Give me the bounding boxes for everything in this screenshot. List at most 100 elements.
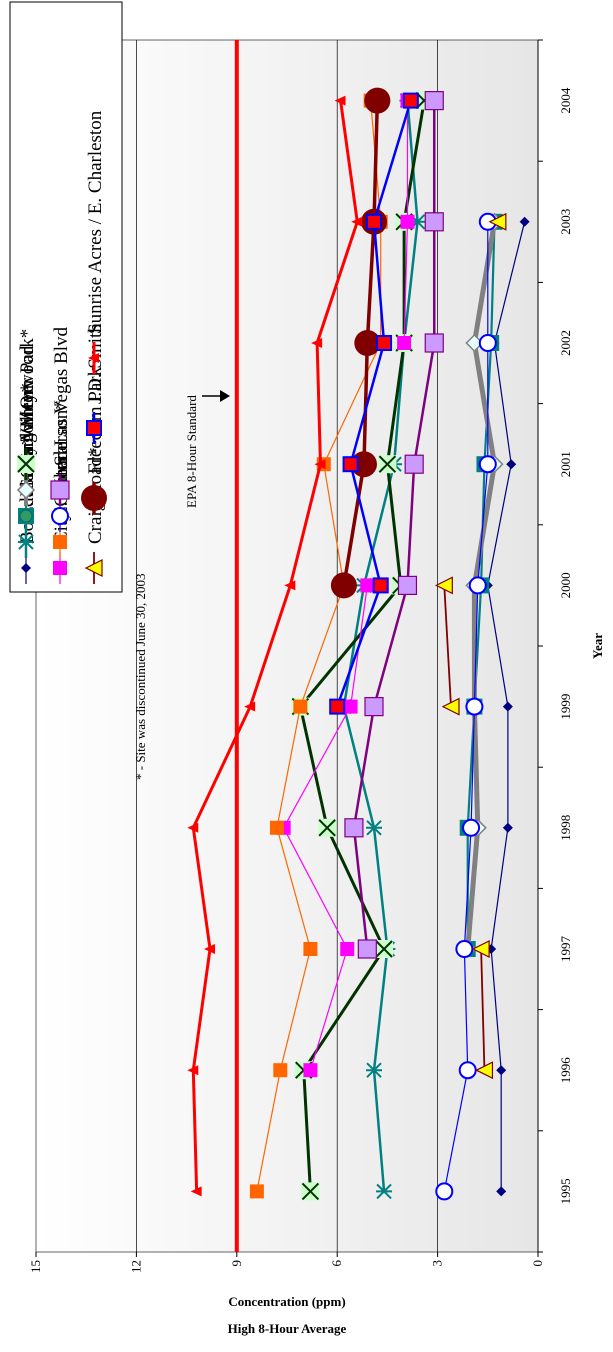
standard-label: EPA 8-Hour Standard bbox=[184, 395, 199, 508]
square-marker bbox=[86, 420, 102, 436]
data-point bbox=[376, 1183, 393, 1200]
data-point bbox=[468, 576, 487, 595]
data-point bbox=[88, 353, 99, 363]
square-marker bbox=[53, 535, 67, 549]
data-point bbox=[360, 578, 375, 593]
circle-marker bbox=[364, 87, 391, 114]
x-tick-label: 1998 bbox=[558, 815, 573, 841]
data-point bbox=[475, 1061, 494, 1080]
triangle-marker bbox=[434, 576, 453, 595]
data-point bbox=[187, 1065, 199, 1076]
square-marker bbox=[343, 699, 358, 714]
data-point bbox=[311, 338, 323, 348]
square-marker bbox=[402, 92, 419, 109]
data-point bbox=[344, 818, 364, 838]
triangle-marker bbox=[284, 580, 296, 591]
data-point bbox=[471, 940, 490, 958]
data-point bbox=[506, 459, 517, 470]
data-point bbox=[18, 508, 34, 524]
x-tick-label: 1999 bbox=[558, 694, 573, 720]
series-8 bbox=[435, 212, 497, 1201]
x-tick-label: 1997 bbox=[558, 936, 573, 963]
diamond-marker bbox=[496, 1186, 507, 1197]
data-point bbox=[284, 580, 296, 591]
series-line bbox=[352, 100, 436, 950]
data-point bbox=[496, 1065, 507, 1076]
y-axis-subtitle: High 8-Hour Average bbox=[228, 1321, 347, 1336]
data-point bbox=[303, 1063, 318, 1078]
legend-label: Winterwood bbox=[17, 345, 38, 440]
data-point bbox=[478, 455, 497, 474]
triangle-marker bbox=[441, 697, 460, 716]
y-tick-label: 6 bbox=[329, 1260, 344, 1267]
square-marker bbox=[424, 90, 444, 111]
triangle-marker bbox=[475, 1061, 494, 1080]
square-marker bbox=[303, 1063, 318, 1078]
diamond-marker bbox=[16, 480, 36, 500]
square-marker bbox=[53, 561, 67, 575]
diamond-marker bbox=[496, 1065, 507, 1076]
y-tick-label: 15 bbox=[28, 1260, 43, 1273]
data-point bbox=[397, 336, 412, 350]
data-point bbox=[343, 699, 358, 714]
data-point bbox=[21, 563, 31, 573]
x-tick-label: 2001 bbox=[558, 451, 573, 477]
square-marker bbox=[293, 699, 308, 714]
square-marker bbox=[397, 575, 418, 596]
data-point bbox=[400, 214, 415, 229]
data-point bbox=[354, 330, 381, 356]
data-point bbox=[458, 1061, 477, 1080]
circle-marker bbox=[354, 330, 381, 356]
triangle-marker bbox=[88, 353, 99, 363]
data-point bbox=[269, 820, 284, 835]
x-tick-label: 2000 bbox=[558, 572, 573, 598]
diamond-marker bbox=[21, 563, 31, 573]
series-12 bbox=[329, 92, 419, 715]
data-point bbox=[366, 1062, 383, 1078]
diamond-marker bbox=[519, 216, 530, 227]
circle-marker bbox=[465, 697, 484, 716]
circle-marker bbox=[81, 485, 107, 511]
data-point bbox=[342, 456, 359, 473]
diamond-marker bbox=[506, 459, 517, 470]
legend-entry: Winterwood bbox=[17, 345, 38, 480]
data-point bbox=[81, 485, 107, 511]
data-point bbox=[357, 939, 377, 959]
data-point bbox=[301, 1182, 320, 1201]
data-point bbox=[372, 577, 389, 594]
triangle-marker bbox=[314, 459, 326, 470]
diamond-marker bbox=[502, 701, 513, 712]
circle-marker bbox=[435, 1182, 454, 1201]
y-axis-title: Concentration (ppm) bbox=[228, 1294, 345, 1309]
data-point bbox=[496, 1186, 507, 1197]
series-line bbox=[298, 100, 426, 1192]
data-point bbox=[51, 507, 69, 525]
series-line bbox=[443, 585, 452, 707]
y-tick-label: 3 bbox=[430, 1260, 445, 1267]
series-line bbox=[191, 100, 359, 1192]
legend-entry: Henderson* bbox=[51, 400, 72, 532]
triangle-marker bbox=[471, 940, 490, 958]
square-marker bbox=[50, 480, 70, 500]
series-line bbox=[336, 100, 413, 708]
standard-annotation: EPA 8-Hour Standard bbox=[184, 390, 230, 508]
data-point bbox=[50, 480, 70, 500]
data-point bbox=[402, 92, 419, 109]
data-point bbox=[314, 459, 326, 470]
series-line bbox=[480, 948, 486, 1071]
x-tick-label: 2003 bbox=[558, 209, 573, 235]
square-marker bbox=[400, 214, 415, 229]
triangle-marker bbox=[84, 559, 103, 577]
legend-entry: Sunrise Acres / E. Charleston bbox=[85, 110, 106, 374]
data-point bbox=[441, 697, 460, 716]
series-13 bbox=[187, 95, 363, 1197]
square-marker bbox=[344, 818, 364, 838]
data-point bbox=[434, 576, 453, 595]
square-marker bbox=[366, 213, 383, 230]
x-axis-title: Year bbox=[590, 633, 605, 659]
square-marker bbox=[357, 939, 377, 959]
triangle-marker bbox=[351, 216, 363, 227]
data-point bbox=[375, 940, 394, 958]
data-point bbox=[329, 698, 346, 715]
